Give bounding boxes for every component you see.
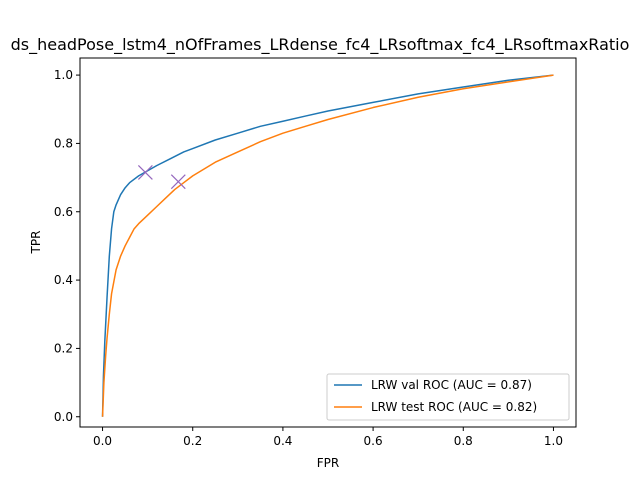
threshold-marker-0 (137, 165, 153, 180)
y-axis-label: TPR (29, 231, 43, 255)
plot-area (101, 74, 554, 417)
y-tick-label: 0.6 (54, 205, 73, 219)
y-tick-label: 0.0 (54, 410, 73, 424)
legend-label-test: LRW test ROC (AUC = 0.82) (371, 400, 537, 414)
x-tick-label: 0.2 (183, 434, 202, 448)
series-line-test (101, 74, 554, 417)
axes-frame (79, 57, 577, 428)
y-tick-label: 0.8 (54, 136, 73, 150)
y-tick-label: 0.4 (54, 273, 73, 287)
x-tick-label: 1.0 (544, 434, 563, 448)
x-axis-ticks: 0.0 0.2 0.4 0.6 0.8 1.0 (93, 427, 563, 448)
chart-title: ds_headPose_lstm4_nOfFrames_LRdense_fc4_… (11, 35, 630, 55)
x-axis-label: FPR (317, 456, 339, 470)
x-tick-label: 0.6 (364, 434, 383, 448)
legend: LRW val ROC (AUC = 0.87) LRW test ROC (A… (326, 373, 570, 421)
legend-label-val: LRW val ROC (AUC = 0.87) (371, 378, 532, 392)
y-axis-ticks: 0.0 0.2 0.4 0.6 0.8 1.0 (54, 68, 80, 424)
y-tick-label: 0.2 (54, 341, 73, 355)
series-line-val (101, 74, 554, 417)
x-tick-label: 0.4 (273, 434, 292, 448)
x-tick-label: 0.8 (454, 434, 473, 448)
y-tick-label: 1.0 (54, 68, 73, 82)
legend-box (326, 373, 570, 421)
threshold-marker-1 (170, 174, 186, 190)
x-tick-label: 0.0 (93, 434, 112, 448)
